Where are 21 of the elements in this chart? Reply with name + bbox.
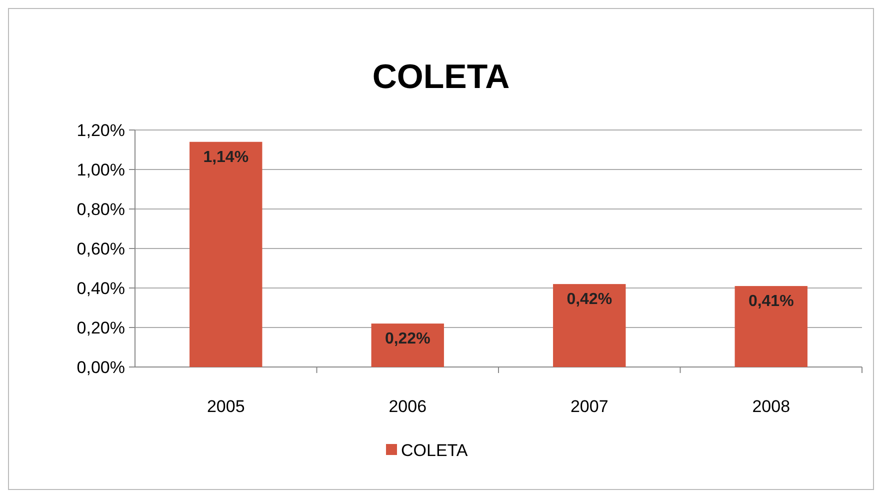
x-tick-label: 2008 [752,397,790,416]
y-tick-label: 0,60% [76,239,125,258]
legend-label: COLETA [401,440,468,460]
y-tick-label: 0,40% [76,278,125,298]
y-tick-label: 1,20% [76,120,125,140]
data-label: 0,41% [748,293,794,310]
x-tick-label: 2007 [570,397,608,416]
x-tick-label: 2005 [206,397,245,416]
bar [553,284,626,367]
x-tick-label: 2006 [388,397,427,416]
data-label: 1,14% [203,148,249,166]
bar [371,324,444,367]
bar [190,142,262,367]
y-tick-label: 0,80% [76,200,125,219]
y-tick-label: 1,00% [76,160,125,180]
y-tick-label: 0,00% [76,358,125,377]
y-tick-label: 0,20% [76,318,125,338]
chart-title: COLETA [372,58,510,96]
bar [734,286,808,367]
data-label: 0,42% [566,291,612,308]
data-label: 0,22% [384,330,430,348]
